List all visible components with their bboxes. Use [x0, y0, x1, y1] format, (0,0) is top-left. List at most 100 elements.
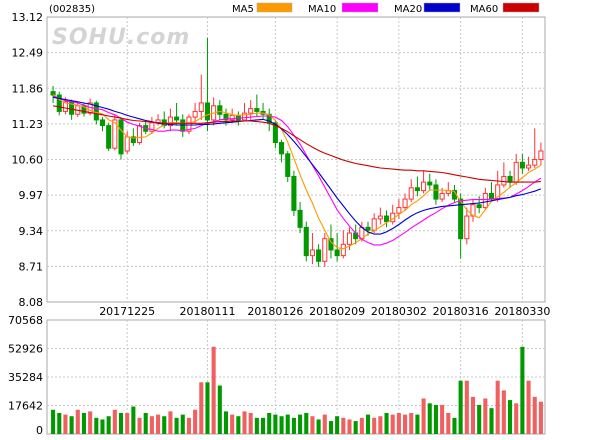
- date-tick-label: 20171225: [99, 305, 155, 318]
- volume-bar: [248, 412, 253, 434]
- volume-bar: [446, 412, 451, 434]
- volume-bar: [427, 403, 432, 434]
- legend-ma10-swatch: [341, 2, 379, 13]
- volume-bar: [452, 417, 457, 434]
- price-y-tick-label: 12.49: [12, 47, 44, 60]
- volume-bar: [285, 414, 290, 434]
- volume-bar: [483, 398, 488, 434]
- candle: [377, 207, 383, 225]
- volume-bar: [186, 417, 191, 434]
- volume-bar: [242, 411, 247, 434]
- volume-bar: [156, 414, 161, 434]
- volume-bar: [495, 380, 500, 434]
- volume-bar: [88, 411, 93, 434]
- candle: [421, 170, 427, 194]
- volume-y-tick-label: 70568: [8, 314, 43, 327]
- candle: [186, 114, 192, 135]
- volume-bar: [322, 414, 327, 434]
- candle: [340, 230, 346, 259]
- volume-bar: [359, 417, 364, 434]
- volume-gridlines: [47, 320, 545, 434]
- volume-bar: [489, 408, 494, 434]
- date-tick-label: 20180302: [371, 305, 427, 318]
- candle: [538, 142, 544, 166]
- volume-bar: [390, 414, 395, 434]
- candle: [427, 173, 433, 191]
- volume-bar: [217, 385, 222, 434]
- candle: [396, 199, 402, 219]
- volume-bar: [230, 414, 235, 434]
- volume-bar: [205, 382, 210, 434]
- volume-bar: [310, 416, 315, 434]
- volume-bar: [81, 412, 87, 434]
- volume-bar: [273, 414, 278, 434]
- volume-y-tick-label: 17642: [8, 400, 43, 413]
- volume-bar: [501, 390, 506, 434]
- date-tick-label: 20180316: [433, 305, 489, 318]
- volume-bar: [223, 411, 229, 434]
- volume-bar: [440, 404, 445, 434]
- volume-bar: [125, 412, 130, 434]
- legend-ma20-label: MA20: [394, 4, 422, 15]
- candle: [297, 201, 303, 234]
- candle: [279, 139, 285, 163]
- candle: [167, 108, 173, 132]
- volume-bar: [69, 416, 74, 434]
- volume-bar: [174, 417, 179, 434]
- volume-bar: [291, 417, 296, 434]
- legend-ma5-label: MA5: [232, 4, 254, 15]
- volume-bar: [254, 417, 259, 434]
- legend-ma10-label: MA10: [308, 4, 336, 15]
- candle: [99, 117, 106, 132]
- volume-y-ticks: 70568 52926 35284 17642 0: [8, 314, 43, 437]
- candle: [408, 179, 414, 202]
- volume-y-tick-label: 52926: [8, 343, 43, 356]
- candle: [519, 153, 525, 174]
- ma-line-ma10: [52, 95, 542, 246]
- price-y-tick-label: 8.71: [19, 260, 44, 273]
- legend-ma20-swatch: [423, 2, 461, 13]
- volume-bar: [168, 411, 173, 434]
- candle: [118, 117, 124, 160]
- volume-bar: [328, 421, 334, 434]
- volume-bar: [421, 398, 426, 434]
- volume-bar: [137, 417, 142, 434]
- candle: [383, 210, 390, 228]
- volume-bar: [415, 414, 420, 434]
- volume-bar: [433, 404, 438, 434]
- volume-bar: [470, 396, 476, 434]
- volume-bar: [162, 416, 167, 434]
- volume-bar: [260, 417, 266, 434]
- volume-bar: [131, 406, 136, 434]
- volume-bar: [211, 346, 216, 434]
- volume-bar: [378, 416, 383, 434]
- candle: [526, 156, 532, 171]
- legend-ma5-swatch: [256, 2, 293, 13]
- volume-y-tick-label: 0: [36, 424, 43, 437]
- volume-bar: [384, 412, 389, 434]
- candle: [56, 91, 62, 116]
- volume-bar: [279, 416, 284, 434]
- price-y-ticks: 13.12 12.49 11.86 11.23 10.60 9.97 9.34 8.71 8.0…: [12, 11, 44, 309]
- candle: [198, 74, 204, 120]
- candle: [402, 193, 408, 211]
- candle: [322, 233, 328, 267]
- volume-bar: [409, 412, 414, 434]
- candle: [204, 37, 211, 132]
- date-ticks: 20171225 20180111 20180126 20180209 20180302…: [99, 305, 550, 318]
- moving-average-lines: [52, 94, 542, 250]
- price-y-tick-label: 11.86: [12, 82, 44, 95]
- volume-bar: [143, 412, 148, 434]
- volume-bar: [403, 414, 408, 434]
- candle: [433, 179, 439, 205]
- candle: [174, 102, 180, 126]
- volume-bar: [372, 417, 377, 434]
- volume-bar: [507, 400, 513, 434]
- candle: [130, 128, 136, 146]
- volume-bar: [458, 380, 463, 434]
- volume-bar: [532, 396, 537, 434]
- candle: [414, 176, 420, 197]
- candle: [464, 207, 470, 245]
- price-y-tick-label: 11.23: [12, 118, 44, 131]
- volume-bar: [335, 416, 340, 434]
